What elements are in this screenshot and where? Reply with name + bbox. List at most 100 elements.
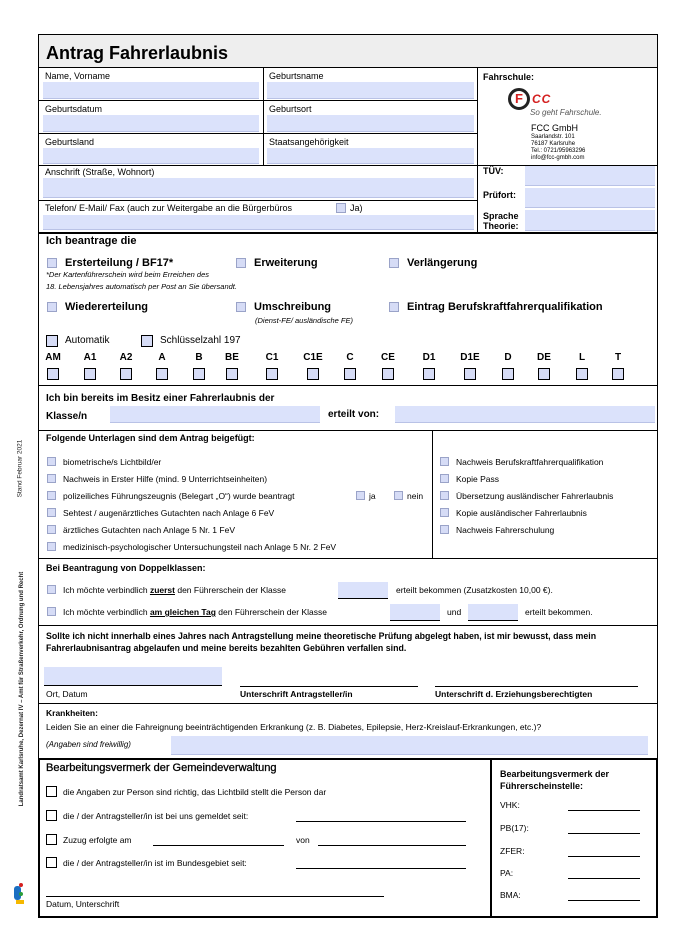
fs-field-line[interactable] — [568, 810, 640, 811]
class-checkbox-c1e[interactable] — [307, 368, 319, 380]
doc-right-checkbox[interactable] — [440, 525, 449, 534]
office-name: Landratsamt Karlsruhe, Dezernat IV – Amt… — [19, 571, 25, 807]
name-field[interactable] — [43, 82, 259, 99]
option-wiedererteilung-checkbox[interactable] — [47, 302, 57, 312]
double-zuerst-text: Ich möchte verbindlich zuerst den Führer… — [63, 585, 287, 595]
class-checkbox-b[interactable] — [193, 368, 205, 380]
class-checkbox-c[interactable] — [344, 368, 356, 380]
fs-field-line[interactable] — [568, 878, 640, 879]
fs-heading-line2: Führerscheinstelle: — [500, 781, 584, 791]
school-city: 76187 Karlsruhe — [531, 141, 576, 147]
doc-right-checkbox[interactable] — [440, 457, 449, 466]
tuev-field[interactable] — [525, 166, 655, 186]
schluessel-checkbox[interactable] — [141, 335, 153, 347]
existing-klasse-field[interactable] — [110, 406, 320, 423]
class-checkbox-c1[interactable] — [266, 368, 278, 380]
class-label-t: T — [614, 352, 622, 363]
birthcountry-field[interactable] — [43, 148, 259, 164]
fs-field-line[interactable] — [568, 833, 640, 834]
doc-right-checkbox[interactable] — [440, 474, 449, 483]
ort-datum-field[interactable] — [44, 667, 222, 686]
class-checkbox-de[interactable] — [538, 368, 550, 380]
address-field[interactable] — [43, 178, 474, 198]
option-umschreibung-checkbox[interactable] — [236, 302, 246, 312]
class-checkbox-d[interactable] — [502, 368, 514, 380]
datum-unterschrift-line[interactable] — [46, 896, 384, 897]
birthdate-field[interactable] — [43, 115, 259, 132]
zuzug-von-line[interactable] — [318, 845, 466, 846]
illness-field[interactable] — [171, 736, 648, 755]
doc-left-checkbox[interactable] — [47, 542, 56, 551]
class-checkbox-a[interactable] — [156, 368, 168, 380]
illness-question: Leiden Sie an einer die Fahreignung beei… — [46, 722, 542, 732]
option-erweiterung-checkbox[interactable] — [236, 258, 246, 268]
doc-left-checkbox[interactable] — [47, 474, 56, 483]
class-checkbox-am[interactable] — [47, 368, 59, 380]
illness-heading: Krankheiten: — [46, 708, 98, 718]
fuehrungszeugnis-nein-label: nein — [407, 491, 424, 501]
doc-left-checkbox[interactable] — [47, 491, 56, 500]
gemeinde-item3-label: Zuzug erfolgte am — [63, 835, 132, 845]
double-gleich-class2-field[interactable] — [468, 604, 518, 621]
class-label-d1: D1 — [422, 352, 436, 363]
class-checkbox-d1e[interactable] — [464, 368, 476, 380]
birthplace-field[interactable] — [267, 115, 474, 132]
sig-applicant-label: Unterschrift Antragsteller/in — [240, 689, 353, 699]
class-checkbox-be[interactable] — [226, 368, 238, 380]
option-verlaengerung-checkbox[interactable] — [389, 258, 399, 268]
school-company: FCC GmbH — [531, 123, 578, 133]
nationality-field[interactable] — [267, 148, 474, 164]
nationality-label: Staatsangehörigkeit — [269, 137, 349, 147]
class-checkbox-t[interactable] — [612, 368, 624, 380]
pass-on-checkbox[interactable] — [336, 203, 346, 213]
zuzug-am-line[interactable] — [153, 845, 284, 846]
class-label-d1e: D1E — [460, 352, 480, 363]
doc-left-checkbox[interactable] — [47, 525, 56, 534]
double-zuerst-checkbox[interactable] — [47, 585, 56, 594]
fs-field-line[interactable] — [568, 856, 640, 857]
doc-right-checkbox[interactable] — [440, 508, 449, 517]
gemeldet-seit-line[interactable] — [296, 821, 466, 822]
gemeinde-item2-checkbox[interactable] — [46, 810, 57, 821]
landkreis-logo — [14, 880, 34, 908]
existing-erteilt-label: erteilt von: — [328, 409, 380, 420]
class-label-de: DE — [537, 352, 551, 363]
fs-field-line[interactable] — [568, 900, 640, 901]
birthname-field[interactable] — [267, 82, 474, 99]
class-label-am: AM — [45, 352, 61, 363]
double-heading: Bei Beantragung von Doppelklassen: — [46, 563, 206, 573]
option-ersterteilung-checkbox[interactable] — [47, 258, 57, 268]
page-title: Antrag Fahrerlaubnis — [46, 43, 229, 63]
doc-left-checkbox[interactable] — [47, 508, 56, 517]
class-label-d: D — [504, 352, 512, 363]
fuehrungszeugnis-ja-checkbox[interactable] — [356, 491, 365, 500]
doc-right-checkbox[interactable] — [440, 491, 449, 500]
automatik-checkbox[interactable] — [46, 335, 58, 347]
sprache-field[interactable] — [525, 210, 655, 231]
school-label: Fahrschule: — [483, 72, 535, 82]
gemeinde-item4-checkbox[interactable] — [46, 857, 57, 868]
school-tel: Tel.: 0721/95963296 — [531, 148, 586, 154]
address-label: Anschrift (Straße, Wohnort) — [45, 167, 155, 177]
class-checkbox-a2[interactable] — [120, 368, 132, 380]
doc-left-checkbox[interactable] — [47, 457, 56, 466]
double-zuerst-class-field[interactable] — [338, 582, 388, 599]
zuzug-von-label: von — [296, 835, 310, 845]
class-checkbox-d1[interactable] — [423, 368, 435, 380]
phone-field[interactable] — [43, 215, 474, 230]
gemeinde-item1-checkbox[interactable] — [46, 786, 57, 797]
double-gleich-class1-field[interactable] — [390, 604, 440, 621]
existing-erteilt-field[interactable] — [395, 406, 655, 423]
fuehrungszeugnis-nein-checkbox[interactable] — [394, 491, 403, 500]
gemeinde-item3-checkbox[interactable] — [46, 834, 57, 845]
pruefort-field[interactable] — [525, 188, 655, 208]
bundesgebiet-seit-line[interactable] — [296, 868, 466, 869]
double-gleich-checkbox[interactable] — [47, 607, 56, 616]
option-bkf-checkbox[interactable] — [389, 302, 399, 312]
apply-heading: Ich beantrage die — [46, 235, 137, 247]
fs-field-label: PA: — [500, 868, 514, 878]
class-checkbox-ce[interactable] — [382, 368, 394, 380]
schluessel-label: Schlüsselzahl 197 — [160, 335, 241, 346]
class-checkbox-l[interactable] — [576, 368, 588, 380]
class-checkbox-a1[interactable] — [84, 368, 96, 380]
